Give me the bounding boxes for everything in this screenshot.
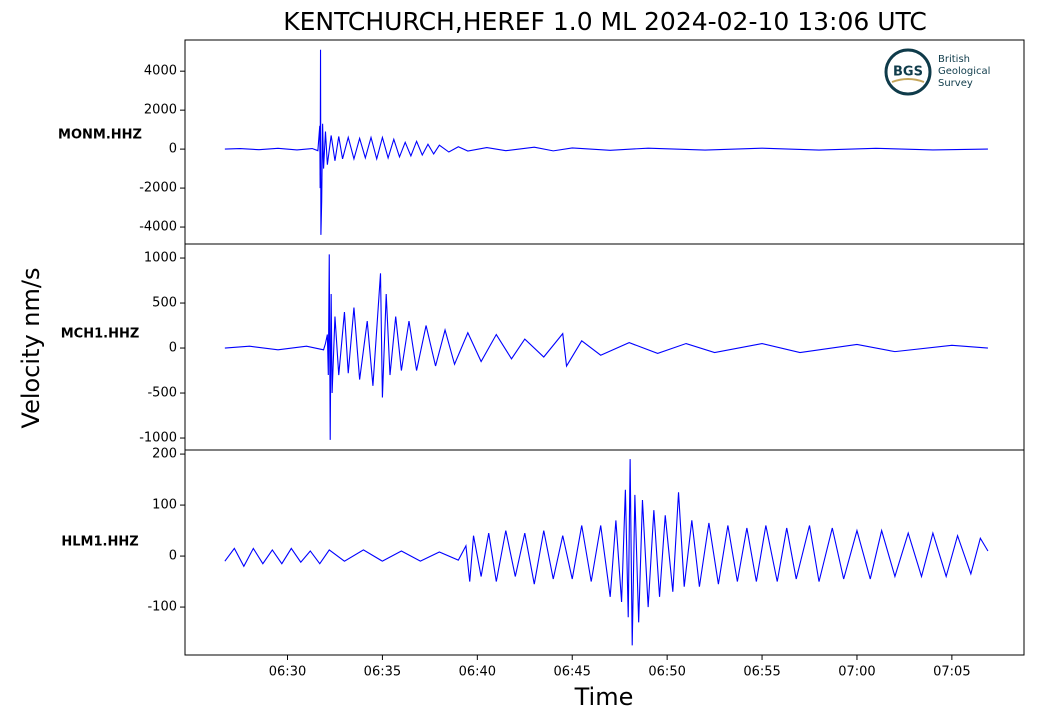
y-tick-label: -1000 <box>139 431 177 446</box>
chart-title: KENTCHURCH,HEREF 1.0 ML 2024-02-10 13:06… <box>283 7 927 36</box>
y-tick-label: 0 <box>169 341 177 356</box>
series-label: MCH1.HHZ <box>61 327 140 342</box>
x-tick-label: 06:30 <box>269 665 306 680</box>
y-tick-label: -2000 <box>139 181 177 196</box>
series-label: HLM1.HHZ <box>61 535 138 550</box>
x-axis-label: Time <box>574 683 634 711</box>
y-tick-label: -500 <box>147 386 177 401</box>
y-axis-label: Velocity nm/s <box>17 268 45 429</box>
logo-text: British <box>938 54 970 65</box>
trace <box>224 254 988 440</box>
y-tick-label: 500 <box>152 296 177 311</box>
trace <box>224 459 989 646</box>
y-tick-label: 0 <box>169 549 177 564</box>
y-tick-label: 2000 <box>144 103 177 118</box>
logo-wave <box>891 78 925 83</box>
y-tick-label: 0 <box>169 142 177 157</box>
logo-ring <box>884 48 932 96</box>
y-tick-label: 4000 <box>144 64 177 79</box>
trace <box>224 49 988 235</box>
series-label: MONM.HHZ <box>58 128 142 143</box>
plot-frame <box>184 449 1025 656</box>
logo-text: Geological <box>938 66 990 77</box>
logo-text: Survey <box>938 78 973 89</box>
y-tick-label: -4000 <box>139 220 177 235</box>
x-tick-label: 06:35 <box>364 665 401 680</box>
y-tick-label: 1000 <box>144 251 177 266</box>
x-tick-label: 06:55 <box>743 665 780 680</box>
x-tick-label: 07:00 <box>838 665 875 680</box>
y-tick-label: -100 <box>147 600 177 615</box>
logo-abbr: BGS <box>893 65 923 80</box>
x-tick-label: 06:50 <box>648 665 685 680</box>
x-tick-label: 07:05 <box>933 665 970 680</box>
x-tick-label: 06:40 <box>459 665 496 680</box>
y-tick-label: 200 <box>152 447 177 462</box>
logo: BGS British Geological Survey <box>884 48 990 96</box>
x-tick-label: 06:45 <box>553 665 590 680</box>
y-tick-label: 100 <box>152 498 177 513</box>
